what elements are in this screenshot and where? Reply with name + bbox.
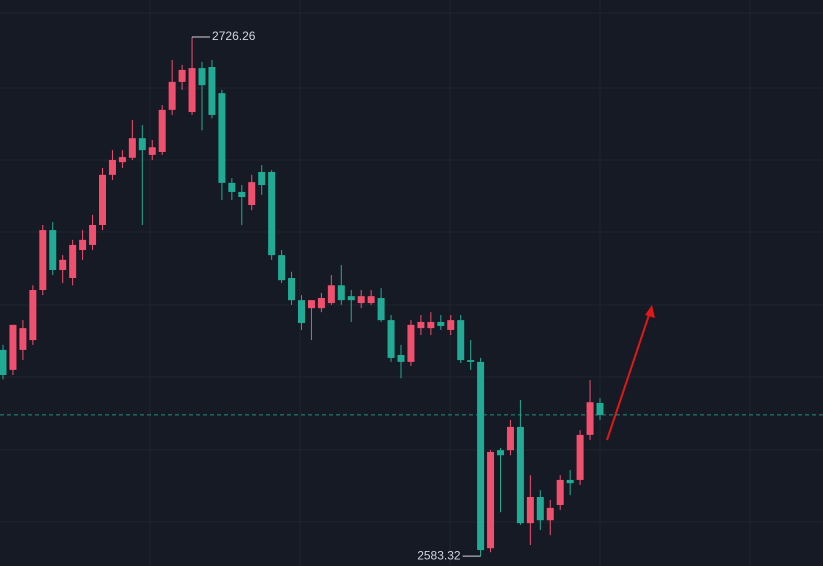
candle-body: [417, 321, 425, 329]
candle-body: [19, 328, 27, 350]
candle-body: [487, 451, 495, 549]
candle-body: [108, 159, 116, 175]
candle-body: [437, 321, 445, 326]
candle-body: [188, 68, 196, 113]
candle-body: [49, 230, 57, 271]
candle-body: [158, 109, 166, 152]
candle-body: [586, 402, 594, 435]
candle-body: [228, 182, 236, 192]
candle-body: [128, 138, 136, 158]
candle-body: [347, 296, 355, 301]
candle-body: [546, 507, 554, 521]
candle-body: [357, 296, 365, 304]
candle-body: [596, 402, 604, 415]
candle-body: [566, 479, 574, 484]
candle-body: [208, 67, 216, 115]
candle-body: [258, 171, 266, 186]
candle-body: [477, 361, 485, 551]
candle-body: [516, 426, 524, 524]
candle-body: [138, 138, 146, 151]
candle-body: [218, 93, 226, 183]
candle-body: [307, 300, 315, 309]
candle-body: [367, 296, 375, 304]
candle-body: [238, 191, 246, 198]
candle-body: [506, 426, 514, 451]
candle-body: [59, 259, 67, 271]
candle-body: [89, 224, 97, 245]
high-label: 2726.26: [212, 29, 256, 43]
candle-body: [118, 157, 126, 163]
candle-body: [178, 69, 186, 82]
candle-body: [556, 479, 564, 505]
candle-body: [198, 68, 206, 86]
candle-body: [467, 360, 475, 362]
candle-body: [327, 285, 335, 304]
candle-body: [298, 300, 305, 324]
candle-body: [377, 297, 385, 321]
candle-body: [536, 496, 544, 521]
candle-body: [526, 496, 534, 524]
candle-body: [447, 320, 455, 330]
candle-body: [288, 278, 296, 301]
candle-body: [168, 81, 176, 110]
candle-body: [427, 321, 435, 329]
candle-body: [0, 349, 7, 375]
candle-body: [29, 289, 37, 341]
candle-body: [99, 174, 106, 225]
candle-body: [39, 230, 47, 290]
candle-body: [337, 285, 345, 301]
candle-body: [576, 434, 584, 480]
candle-body: [278, 255, 286, 281]
candle-body: [268, 171, 276, 256]
candle-body: [148, 147, 156, 155]
candle-body: [497, 450, 504, 456]
candle-body: [457, 320, 465, 361]
candle-body: [407, 324, 415, 362]
low-label: 2583.32: [417, 548, 461, 562]
candle-body: [387, 320, 395, 358]
trend-arrow: [606, 305, 655, 441]
candle-body: [9, 324, 17, 370]
candle-body: [79, 239, 87, 251]
candle-body: [69, 244, 77, 279]
candle-body: [248, 182, 256, 206]
candle-body: [397, 354, 405, 362]
candle-body: [317, 297, 325, 309]
